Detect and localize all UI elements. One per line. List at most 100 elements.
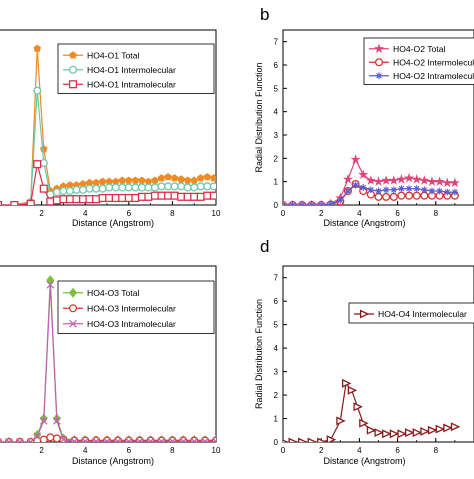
x-tick-label: 6 <box>395 446 400 455</box>
marker-stroke <box>83 437 90 442</box>
marker-stroke <box>444 189 451 195</box>
marker-stroke <box>301 202 305 205</box>
data-point <box>4 437 13 442</box>
data-point <box>420 427 430 436</box>
data-point <box>163 191 173 200</box>
data-point <box>59 195 68 204</box>
marker-stroke <box>94 437 100 442</box>
legend-label: HO4-O1 Intramolecular <box>87 79 176 89</box>
marker-stroke <box>53 417 61 425</box>
data-point <box>157 437 166 442</box>
legend-label: HO4-O4 Intermolecular <box>378 309 467 319</box>
data-point <box>137 192 146 201</box>
data-point <box>146 437 155 442</box>
data-point <box>443 188 451 196</box>
legend-label: HO4-O3 Intramolecular <box>87 319 176 329</box>
data-point <box>327 200 335 205</box>
marker-stroke <box>308 202 313 205</box>
data-point <box>390 186 398 194</box>
data-point <box>144 183 153 192</box>
plot-frame <box>282 265 474 443</box>
data-point <box>124 437 133 442</box>
series-ho4-o2-intermolecular <box>283 179 459 205</box>
data-point <box>374 192 383 201</box>
marker-stroke <box>26 438 32 442</box>
data-point <box>98 193 107 203</box>
data-point <box>124 183 133 192</box>
data-point <box>367 186 375 194</box>
x-tick-label: 2 <box>319 446 324 455</box>
x-tick-label: 6 <box>127 446 132 455</box>
x-tick-label: 8 <box>434 446 439 455</box>
legend-marker <box>359 309 370 319</box>
data-point <box>78 195 88 204</box>
legend-label: HO4-O1 Total <box>87 50 139 60</box>
series-ho4-o4-intermolecular <box>283 378 461 442</box>
legend-marker <box>68 304 78 313</box>
data-point <box>118 183 127 192</box>
y-tick-label: 3 <box>274 131 279 140</box>
data-point <box>39 144 48 153</box>
data-point <box>436 187 444 195</box>
data-point <box>209 182 216 191</box>
x-tick-label: 6 <box>395 209 400 218</box>
data-point <box>396 174 407 184</box>
x-tick-label: 4 <box>83 209 88 218</box>
data-point <box>59 435 68 442</box>
data-point <box>298 201 306 205</box>
data-point <box>52 188 61 197</box>
data-point <box>342 174 353 184</box>
data-point <box>358 169 369 179</box>
marker-stroke <box>368 187 374 193</box>
x-tick-label: 8 <box>170 209 175 218</box>
data-point <box>65 195 74 204</box>
y-tick-label: 6 <box>274 297 279 306</box>
data-point <box>203 191 212 200</box>
data-point <box>52 434 61 442</box>
marker-stroke <box>337 197 344 204</box>
legend-item: HO4-O4 Intermolecular <box>354 309 467 319</box>
marker-stroke <box>0 438 2 441</box>
marker-stroke <box>138 437 144 442</box>
x-tick-label: 6 <box>127 209 132 218</box>
marker-stroke <box>452 189 458 195</box>
data-point <box>183 183 192 192</box>
legend-label: HO4-O2 Total <box>393 44 445 54</box>
data-point <box>350 154 361 164</box>
data-point <box>33 160 42 169</box>
panel-letter: d <box>260 237 269 256</box>
plot-area <box>0 275 216 442</box>
data-point <box>137 183 146 192</box>
data-point <box>209 191 216 200</box>
y-axis-label: Radial Distribution Function <box>254 299 264 409</box>
marker-stroke <box>203 437 209 442</box>
data-point <box>388 175 399 185</box>
y-tick-label: 0 <box>274 438 279 447</box>
legend-item: HO4-O1 Total <box>63 50 139 60</box>
marker-stroke <box>291 202 296 205</box>
data-point <box>443 423 453 433</box>
marker-stroke <box>289 202 294 205</box>
data-point <box>10 200 19 205</box>
data-point <box>157 191 166 200</box>
y-tick-label: 3 <box>274 368 279 377</box>
marker-stroke <box>376 72 382 79</box>
legend: HO4-O2 Total HO4-O2 Intermolecular HO4-O2 … <box>363 37 474 85</box>
marker-stroke <box>181 437 188 442</box>
data-point <box>177 192 186 201</box>
y-tick-label: 0 <box>274 201 279 210</box>
marker-stroke <box>375 188 382 194</box>
data-point <box>413 185 421 193</box>
legend: HO4-O4 Intermolecular <box>348 302 474 324</box>
data-point <box>289 201 296 205</box>
data-point <box>183 176 192 184</box>
marker-stroke <box>170 437 177 442</box>
marker-stroke <box>60 435 68 442</box>
legend-label: HO4-O3 Total <box>87 288 139 298</box>
data-point <box>426 176 438 186</box>
plot-area <box>283 378 461 442</box>
data-point <box>72 185 81 194</box>
data-point <box>98 184 107 193</box>
x-tick-label: 2 <box>39 209 44 218</box>
